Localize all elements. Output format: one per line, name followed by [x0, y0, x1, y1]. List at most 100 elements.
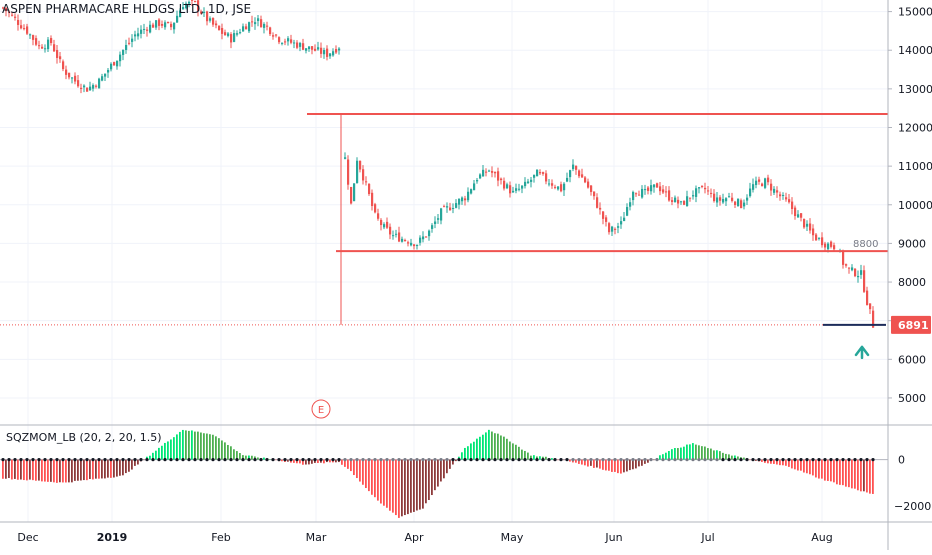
candle-body	[770, 183, 773, 191]
candle-body	[797, 214, 800, 218]
candle-body	[239, 32, 242, 34]
histogram-bar	[608, 459, 610, 471]
histogram-bar	[770, 459, 772, 464]
candle-body	[89, 86, 92, 91]
histogram-bar	[26, 459, 28, 481]
histogram-bar	[101, 459, 103, 479]
time-tick-label: 2019	[97, 531, 128, 544]
indicator-tick-label: 0	[898, 454, 905, 467]
squeeze-dot	[337, 458, 341, 462]
squeeze-dot	[307, 458, 311, 462]
histogram-bar	[176, 434, 178, 460]
candle-body	[608, 223, 611, 233]
candle-body	[8, 11, 11, 13]
candle-body	[410, 242, 413, 246]
candle-body	[317, 47, 320, 50]
candle-body	[296, 42, 299, 48]
candle-body	[737, 198, 740, 206]
squeeze-dot	[49, 458, 53, 462]
squeeze-dot	[871, 458, 875, 462]
candle-body	[113, 62, 116, 66]
candle-body	[44, 48, 47, 50]
histogram-bar	[617, 459, 619, 474]
candle-body	[872, 310, 875, 328]
time-tick-label: Mar	[306, 531, 327, 544]
histogram-bar	[92, 459, 94, 480]
squeeze-dot	[175, 458, 179, 462]
squeeze-dot	[697, 458, 701, 462]
candle-body	[755, 180, 758, 185]
histogram-bar	[125, 459, 127, 474]
candle-body	[68, 72, 71, 78]
candle-body	[281, 42, 284, 44]
candle-body	[98, 78, 101, 89]
histogram-bar	[497, 433, 499, 460]
candle-body	[386, 221, 389, 228]
candle-body	[359, 160, 362, 170]
candle-body	[194, 0, 197, 2]
histogram-bar	[695, 444, 697, 460]
candle-body	[212, 17, 215, 25]
histogram-bar	[422, 459, 424, 509]
candle-body	[179, 10, 182, 18]
histogram-bar	[590, 459, 592, 466]
candle-body	[140, 29, 143, 34]
histogram-bar	[221, 440, 223, 460]
histogram-bar	[776, 459, 778, 465]
candle-body	[605, 217, 608, 222]
histogram-bar	[182, 429, 184, 460]
candle-body	[428, 230, 431, 237]
squeeze-dot	[733, 458, 737, 462]
histogram-bar	[59, 459, 61, 483]
earnings-marker	[311, 399, 331, 419]
candle-body	[461, 197, 464, 202]
histogram-bar	[191, 430, 193, 460]
squeeze-dot	[313, 458, 317, 462]
histogram-bar	[719, 451, 721, 460]
candle-body	[290, 39, 293, 43]
candle-body	[446, 206, 449, 208]
histogram-bar	[275, 459, 277, 461]
candle-body	[635, 193, 638, 195]
histogram-bar	[812, 459, 814, 476]
candle-body	[263, 24, 266, 28]
candle-body	[746, 197, 749, 201]
histogram-bar	[113, 459, 115, 478]
candle-body	[731, 197, 734, 201]
histogram-bar	[494, 433, 496, 460]
candle-body	[320, 47, 323, 54]
histogram-bar	[848, 459, 850, 488]
squeeze-dot	[109, 458, 113, 462]
candle-body	[392, 235, 395, 237]
candle-body	[452, 208, 455, 210]
squeeze-dot	[199, 458, 203, 462]
squeeze-dot	[139, 458, 143, 462]
candle-body	[152, 24, 155, 28]
histogram-bar	[317, 459, 319, 464]
histogram-bar	[614, 459, 616, 472]
histogram-bar	[665, 452, 667, 460]
candle-body	[233, 33, 236, 42]
candle-body	[851, 267, 854, 271]
time-tick-label: Jul	[700, 531, 714, 544]
histogram-bar	[296, 459, 298, 464]
candle-body	[632, 191, 635, 201]
candle-body	[650, 185, 653, 192]
histogram-bar	[53, 459, 55, 483]
squeeze-dot	[31, 458, 35, 462]
squeeze-dot	[517, 458, 521, 462]
candle-body	[275, 34, 278, 36]
price-tick-label: 15000	[898, 6, 932, 19]
price-tick-label: 5000	[898, 392, 926, 405]
histogram-bar	[32, 459, 34, 481]
candle-body	[557, 186, 560, 190]
histogram-bar	[575, 459, 577, 463]
candle-body	[815, 234, 818, 241]
candle-body	[749, 188, 752, 197]
squeeze-dot	[595, 458, 599, 462]
candle-body	[743, 202, 746, 207]
histogram-bar	[557, 459, 559, 461]
histogram-bar	[152, 452, 154, 460]
squeeze-dot	[97, 458, 101, 462]
histogram-bar	[218, 438, 220, 460]
